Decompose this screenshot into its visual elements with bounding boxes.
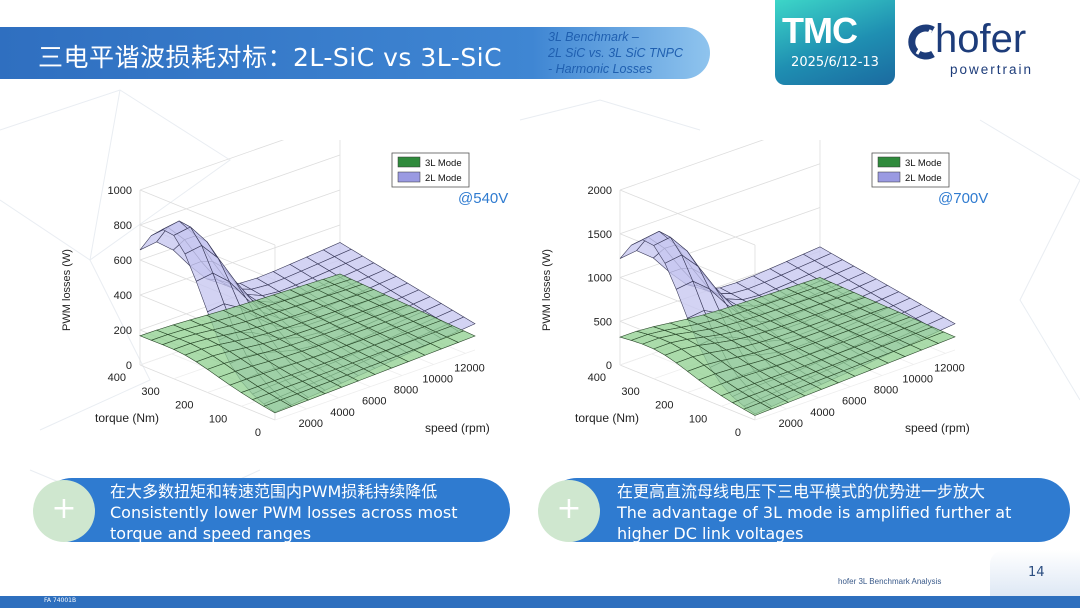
- tmc-logo: TMC: [782, 10, 858, 51]
- z-tick-label: 1000: [108, 185, 132, 197]
- subtitle-line-1: 3L Benchmark –: [548, 30, 639, 44]
- x-tick-label: 6000: [842, 396, 866, 408]
- y-tick-label: 400: [588, 372, 606, 384]
- page-number: 14: [1028, 565, 1045, 580]
- legend-swatch-3l: [397, 156, 421, 168]
- y-tick-label: 300: [141, 386, 159, 398]
- legend-label-3l: 3L Mode: [905, 158, 942, 169]
- z-axis-label: PWM losses (W): [61, 249, 73, 331]
- y-axis-label: torque (Nm): [575, 411, 639, 425]
- grid-line: [274, 349, 476, 421]
- x-tick-label: 2000: [779, 418, 803, 430]
- callout-2-en-line2: higher DC link voltages: [617, 524, 804, 543]
- plus-circle-2: [538, 480, 600, 542]
- x-tick-label: 4000: [330, 407, 354, 419]
- voltage-annotation: @540V: [458, 190, 508, 207]
- grid-line: [139, 154, 341, 226]
- y-tick-label: 400: [108, 372, 126, 384]
- subtitle-line-2: 2L SiC vs. 3L SiC TNPC: [548, 46, 684, 60]
- surface-3l-mode: [139, 273, 476, 414]
- z-axis-label: PWM losses (W): [541, 249, 553, 331]
- grid-line: [754, 349, 956, 421]
- x-axis-label: speed (rpm): [425, 421, 490, 435]
- x-axis-label: speed (rpm): [905, 421, 970, 435]
- brand-name: hofer: [935, 17, 1027, 61]
- chart-700v: 0500100015002000200040006000800010000120…: [541, 140, 988, 439]
- callout-text-2: 在更高直流母线电压下三电平模式的优势进一步放大 The advantage of…: [617, 481, 1011, 544]
- grid-line: [139, 140, 285, 191]
- z-tick-label: 600: [114, 255, 132, 267]
- grid-line: [139, 224, 341, 296]
- callout-box-1: [40, 478, 510, 542]
- plus-circle-1: [33, 480, 95, 542]
- plus-icon: +: [51, 491, 77, 526]
- callout-1-zh: 在大多数扭矩和转速范围内PWM损耗持续降低: [110, 482, 438, 501]
- grid-line: [619, 189, 756, 246]
- z-tick-label: 0: [606, 360, 612, 372]
- callout-box-2: [545, 478, 1070, 542]
- grid-line: [619, 140, 765, 191]
- callout-1-en-line2: torque and speed ranges: [110, 524, 312, 543]
- y-tick-label: 0: [735, 427, 741, 439]
- x-tick-label: 8000: [394, 385, 418, 397]
- legend-swatch-3l: [877, 156, 901, 168]
- y-tick-label: 100: [209, 413, 227, 425]
- hofer-logo-icon: [908, 24, 935, 60]
- document-code: FA 74001B: [44, 597, 77, 604]
- surface-patch: [446, 330, 476, 343]
- page-title: 三电平谐波损耗对标：2L-SiC vs 3L-SiC: [38, 43, 503, 72]
- voltage-annotation: @700V: [938, 190, 988, 207]
- z-tick-label: 1000: [588, 273, 612, 285]
- y-tick-label: 100: [689, 413, 707, 425]
- grid-line: [619, 163, 821, 235]
- x-tick-label: 8000: [874, 385, 898, 397]
- x-tick-label: 10000: [902, 373, 933, 385]
- page-number-tab: [990, 550, 1080, 600]
- x-tick-label: 4000: [810, 407, 834, 419]
- callout-text-1: 在大多数扭矩和转速范围内PWM损耗持续降低 Consistently lower…: [110, 481, 457, 544]
- legend-swatch-2l: [877, 171, 901, 183]
- y-tick-label: 200: [175, 400, 193, 412]
- subtitle: 3L Benchmark – 2L SiC vs. 3L SiC TNPC - …: [548, 29, 718, 77]
- event-badge: [775, 0, 895, 85]
- callout-1-en-line1: Consistently lower PWM losses across mos…: [110, 503, 458, 522]
- brand-tagline: powertrain: [950, 62, 1034, 77]
- z-tick-label: 1500: [588, 229, 612, 241]
- grid-line: [139, 189, 276, 246]
- x-tick-label: 2000: [299, 418, 323, 430]
- y-tick-label: 0: [255, 427, 261, 439]
- event-date: 2025/6/12-13: [791, 55, 879, 70]
- subtitle-line-3: - Harmonic Losses: [548, 62, 653, 76]
- chart-540v: 0200400600800100020004000600080001000012…: [61, 140, 508, 439]
- footer-note: hofer 3L Benchmark Analysis: [838, 577, 942, 586]
- z-tick-label: 200: [114, 325, 132, 337]
- plus-icon: +: [556, 491, 582, 526]
- z-tick-label: 400: [114, 290, 132, 302]
- callout-2-en-line1: The advantage of 3L mode is amplified fu…: [617, 503, 1012, 522]
- footer-band: [0, 596, 1080, 608]
- x-tick-label: 10000: [422, 373, 453, 385]
- y-axis-label: torque (Nm): [95, 411, 159, 425]
- legend-swatch-2l: [397, 171, 421, 183]
- surface-3l-mode: [619, 277, 956, 416]
- legend-label-2l: 2L Mode: [905, 173, 942, 184]
- z-tick-label: 500: [594, 316, 612, 328]
- grid-line: [139, 189, 341, 261]
- x-tick-label: 12000: [454, 362, 485, 374]
- callout-2-zh: 在更高直流母线电压下三电平模式的优势进一步放大: [617, 482, 986, 501]
- title-banner: [0, 27, 710, 79]
- y-tick-label: 300: [621, 386, 639, 398]
- z-tick-label: 800: [114, 220, 132, 232]
- y-tick-label: 200: [655, 400, 673, 412]
- x-tick-label: 12000: [934, 362, 965, 374]
- z-tick-label: 2000: [588, 185, 612, 197]
- grid-line: [619, 207, 821, 278]
- x-tick-label: 6000: [362, 396, 386, 408]
- surface-patch: [926, 331, 956, 344]
- z-tick-label: 0: [126, 360, 132, 372]
- legend-label-3l: 3L Mode: [425, 158, 462, 169]
- legend-label-2l: 2L Mode: [425, 173, 462, 184]
